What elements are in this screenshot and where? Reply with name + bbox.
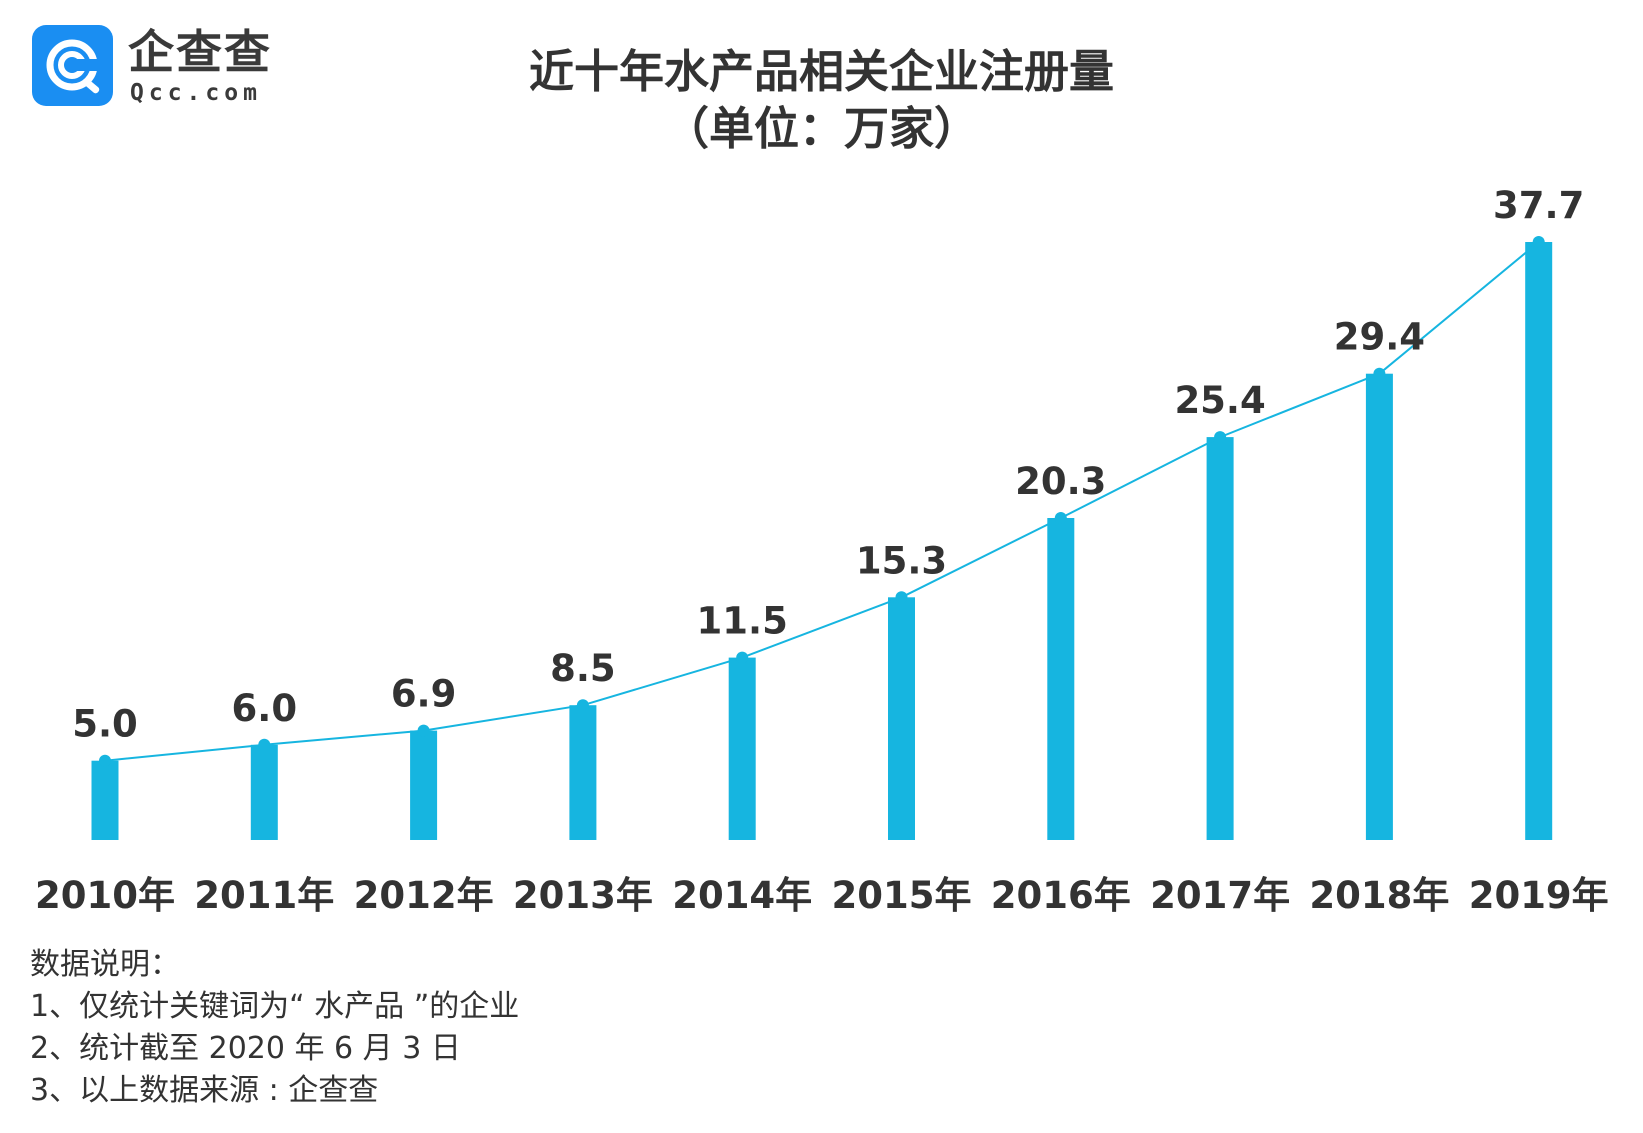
x-tick-label-2014年: 2014年 (672, 874, 812, 917)
bar-2011年 (250, 744, 278, 840)
logo: 企查查 Qcc.com (32, 25, 292, 107)
line-point-2019年 (1532, 236, 1545, 248)
chart-title: 近十年水产品相关企业注册量 (528, 45, 1114, 98)
bar-2019年 (1525, 242, 1553, 840)
x-tick-label-2016年: 2016年 (991, 874, 1131, 917)
x-tick-label-2017年: 2017年 (1150, 874, 1290, 917)
trend-line (104, 241, 1540, 762)
x-tick-label-2012年: 2012年 (354, 874, 494, 917)
x-tick-label-2018年: 2018年 (1309, 874, 1449, 917)
bar-2010年 (91, 760, 119, 840)
bar-2013年 (569, 705, 597, 840)
logo-icon (32, 25, 113, 106)
logo-name-cn: 企查查 (128, 25, 272, 79)
logo-name-en: Qcc.com (130, 80, 262, 106)
data-label-2010年: 5.0 (72, 703, 138, 746)
value-labels-layer: 5.0 6.0 6.9 8.5 11.5 15.3 20.3 25.4 29.4 37.7 (72, 184, 1584, 746)
data-label-2011年: 6.0 (232, 687, 298, 730)
x-tick-label-2011年: 2011年 (194, 874, 334, 917)
bar-2012年 (410, 730, 438, 840)
notes-heading: 数据说明： (30, 947, 180, 982)
bar-2014年 (728, 657, 756, 840)
chart-unit: （单位：万家） (663, 102, 979, 155)
data-label-2019年: 37.7 (1493, 184, 1584, 227)
bar-2015年 (888, 597, 915, 840)
line-point-2011年 (258, 738, 271, 751)
data-label-2014年: 11.5 (697, 600, 788, 643)
line-point-2016年 (1054, 512, 1067, 524)
x-tick-label-2013年: 2013年 (513, 874, 653, 917)
bar-2018年 (1365, 373, 1393, 840)
line-point-2013年 (576, 699, 589, 712)
line-point-2017年 (1214, 431, 1227, 444)
data-notes: 数据说明： 1、仅统计关键词为“ 水产品 ”的企业 2、统计截至 2020 年 … (30, 944, 519, 1112)
data-label-2016年: 20.3 (1015, 460, 1106, 503)
notes-item-2: 2、统计截至 2020 年 6 月 3 日 (30, 1031, 461, 1066)
data-label-2015年: 15.3 (856, 539, 947, 582)
line-point-2012年 (417, 724, 430, 737)
bars-layer (91, 242, 1553, 840)
notes-item-1: 1、仅统计关键词为“ 水产品 ”的企业 (30, 989, 520, 1024)
data-label-2018年: 29.4 (1334, 316, 1425, 359)
data-label-2013年: 8.5 (550, 647, 616, 690)
line-point-2015年 (895, 591, 908, 604)
x-axis-labels-layer: 2010年 2011年 2012年 2013年 2014年 2015年 2016年 2017年… (35, 874, 1609, 917)
line-point-2018年 (1373, 367, 1386, 380)
x-tick-label-2010年: 2010年 (35, 874, 175, 917)
bar-2017年 (1206, 437, 1234, 840)
x-tick-label-2015年: 2015年 (832, 874, 972, 917)
line-layer (99, 236, 1545, 767)
data-label-2012年: 6.9 (391, 673, 457, 716)
data-label-2017年: 25.4 (1174, 379, 1265, 422)
bar-line-chart: 5.0 6.0 6.9 8.5 11.5 15.3 20.3 25.4 29.4 37.7 201… (35, 184, 1609, 917)
notes-item-3: 3、以上数据来源 : 企查查 (30, 1073, 379, 1108)
line-point-2010年 (99, 754, 111, 767)
bar-2016年 (1047, 518, 1075, 840)
x-tick-label-2019年: 2019年 (1469, 874, 1609, 917)
line-point-2014年 (736, 651, 749, 664)
